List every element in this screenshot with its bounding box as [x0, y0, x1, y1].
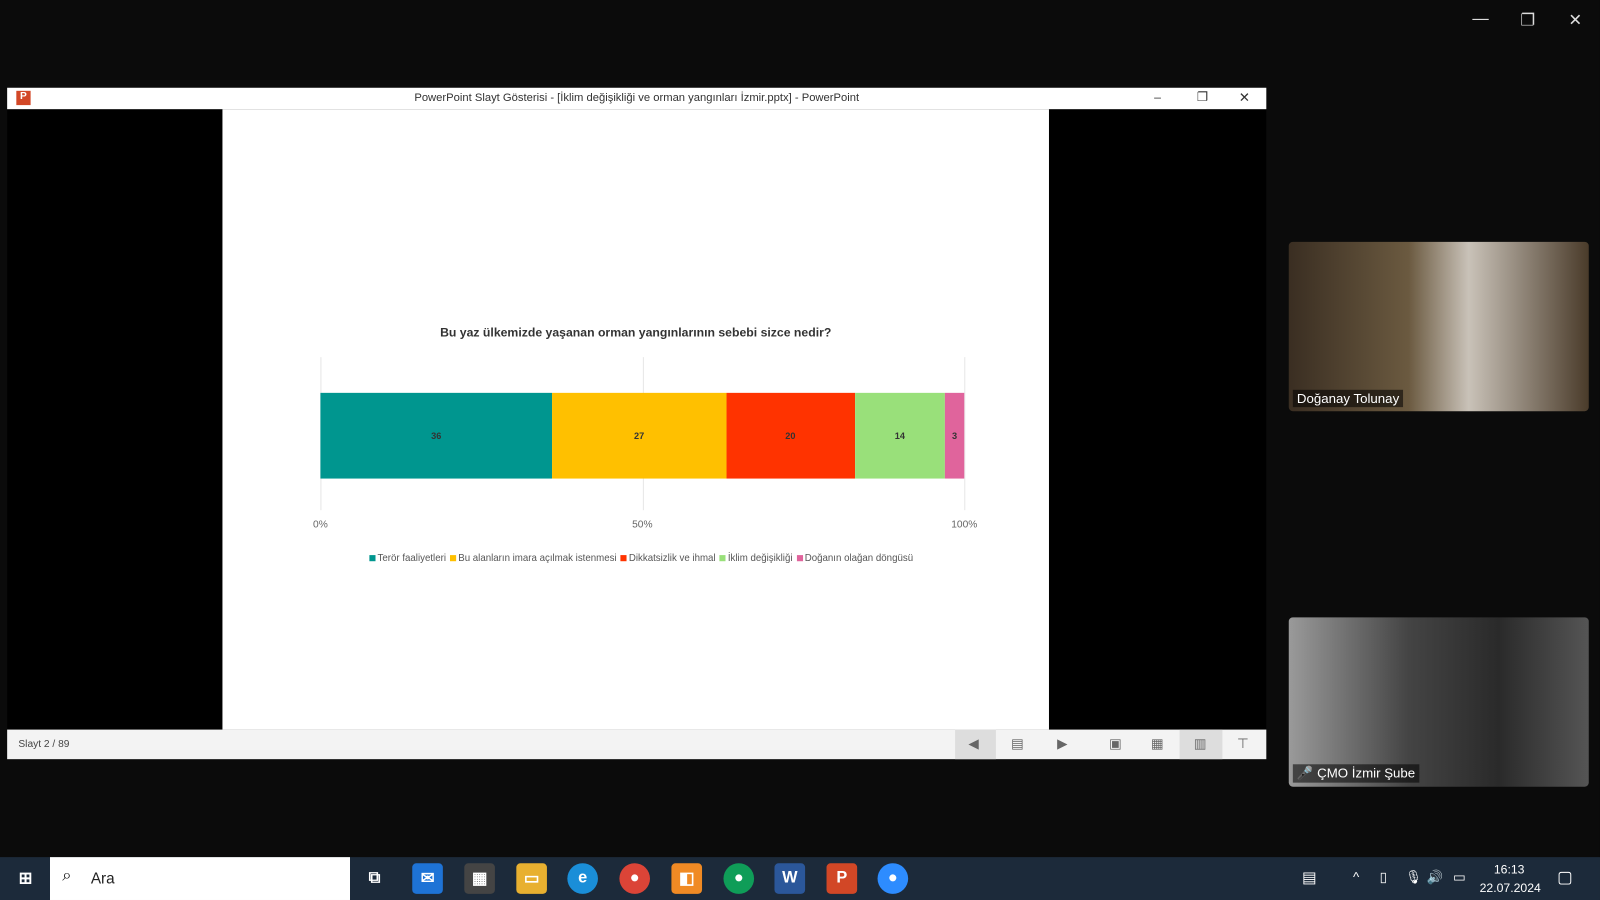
data-label: 20 [785, 430, 796, 441]
minimize-icon[interactable]: — [1472, 10, 1489, 28]
slideshow-icon[interactable]: ⊤ [1237, 735, 1249, 752]
restore-icon[interactable]: ❐ [1196, 89, 1208, 105]
legend-item: Terör faaliyetleri [365, 553, 446, 564]
clock-time[interactable]: 16:13 [1493, 862, 1525, 877]
mic-muted-icon: 🎤 [1296, 765, 1314, 781]
chrome-icon[interactable]: ● [723, 863, 755, 894]
chart-title: Bu yaz ülkemizde yaşanan orman yangınlar… [440, 325, 832, 340]
gridline [964, 357, 966, 511]
microphone-icon[interactable]: 🎙 [1405, 869, 1422, 885]
chart-legend: Terör faaliyetleri Bu alanların imara açı… [365, 553, 913, 564]
data-label: 14 [894, 430, 905, 441]
participant-video[interactable]: Doğanay Tolunay [1288, 241, 1589, 412]
participant-name-text: ÇMO İzmir Şube [1317, 765, 1416, 781]
legend-item: İklim değişikliği [716, 553, 793, 564]
data-label: 36 [431, 430, 442, 441]
participant-name: Doğanay Tolunay [1292, 389, 1404, 408]
legend-item: Doğanın olağan döngüsü [793, 553, 914, 565]
legend-label: Bu alanların imara açılmak istenmesi [458, 553, 617, 565]
data-label: 3 [952, 430, 958, 441]
status-bar: Slayt 2 / 89 ◀ ▤ ▶ ▣ ▦ ▥ ⊤ [7, 729, 1267, 760]
legend-label: Doğanın olağan döngüsü [804, 553, 914, 565]
search-icon: ⌕ [62, 867, 72, 885]
powerpoint-icon[interactable]: P [826, 863, 858, 894]
minimize-icon[interactable]: – [1154, 89, 1161, 105]
file-explorer-icon[interactable]: ▭ [516, 863, 547, 894]
bar-segment: 27 [552, 392, 727, 479]
notifications-icon[interactable]: ▢ [1557, 869, 1573, 887]
store-icon[interactable]: ▦ [464, 863, 495, 894]
slide-sorter-icon[interactable]: ▦ [1150, 735, 1164, 752]
bar-segment: 14 [854, 392, 945, 479]
restore-icon[interactable]: ❐ [1520, 12, 1536, 30]
next-icon[interactable]: ▶ [1057, 735, 1068, 752]
zoom-icon[interactable]: ● [877, 863, 909, 894]
bar-segment: 3 [944, 392, 965, 479]
normal-view-icon[interactable]: ▣ [1109, 735, 1122, 752]
tick-label: 100% [951, 519, 978, 531]
legend-swatch [796, 555, 803, 562]
bar-segment: 20 [726, 392, 855, 479]
legend-swatch [620, 555, 627, 562]
legend-label: Terör faaliyetleri [377, 553, 446, 565]
chevron-up-icon[interactable]: ^ [1353, 869, 1360, 885]
previous-icon[interactable]: ◀ [968, 735, 979, 752]
start-icon[interactable]: ⊞ [18, 870, 33, 888]
task-view-icon[interactable]: ⧉ [368, 869, 381, 887]
search-placeholder: Ara [90, 870, 115, 888]
legend-label: Dikkatsizlik ve ihmal [628, 553, 716, 565]
slide-counter: Slayt 2 / 89 [18, 738, 70, 750]
keyboard-icon[interactable]: ▤ [1302, 869, 1317, 887]
legend-label: İklim değişikliği [727, 553, 793, 565]
taskbar: ⊞ ⌕ Ara ⧉ ✉ ▦ ▭ e ● ◧ ● W P ● ▤ ^ ▯ 🎙 🔊 … [0, 857, 1600, 900]
legend-swatch [369, 555, 376, 562]
powerpoint-icon: P [16, 90, 31, 106]
legend-swatch [450, 555, 457, 562]
window-title: PowerPoint Slayt Gösterisi - [İklim deği… [414, 91, 860, 105]
legend-swatch [719, 555, 726, 562]
participant-name: 🎤 ÇMO İzmir Şube [1292, 764, 1420, 783]
powerpoint-window: P PowerPoint Slayt Gösterisi - [İklim de… [7, 87, 1267, 760]
notes-icon[interactable]: ▤ [1011, 735, 1024, 752]
tick-label: 50% [632, 519, 653, 531]
clock-date[interactable]: 22.07.2024 [1479, 880, 1541, 895]
legend-item: Bu alanların imara açılmak istenmesi [446, 553, 617, 564]
chrome-icon[interactable]: ● [619, 863, 650, 894]
search-box[interactable]: ⌕ Ara [49, 857, 350, 900]
camera-icon[interactable]: ▯ [1379, 869, 1387, 885]
word-icon[interactable]: W [774, 863, 806, 894]
tick-label: 0% [313, 519, 328, 531]
participant-video[interactable]: 🎤 ÇMO İzmir Şube [1288, 617, 1589, 787]
slide: Bu yaz ülkemizde yaşanan orman yangınlar… [222, 109, 1049, 730]
bar-segment: 36 [320, 392, 553, 479]
reading-view-icon[interactable]: ▥ [1193, 735, 1207, 752]
title-bar: P PowerPoint Slayt Gösterisi - [İklim de… [7, 87, 1267, 110]
legend-item: Dikkatsizlik ve ihmal [617, 553, 716, 564]
volume-icon[interactable]: 🔊 [1426, 869, 1444, 885]
close-icon[interactable]: ✕ [1238, 89, 1250, 106]
mail-icon[interactable]: ✉ [412, 863, 443, 894]
edge-icon[interactable]: e [567, 863, 598, 894]
app-icon[interactable]: ◧ [671, 863, 703, 894]
data-label: 27 [634, 430, 645, 441]
close-icon[interactable]: ✕ [1568, 12, 1583, 30]
battery-icon[interactable]: ▭ [1453, 869, 1466, 885]
